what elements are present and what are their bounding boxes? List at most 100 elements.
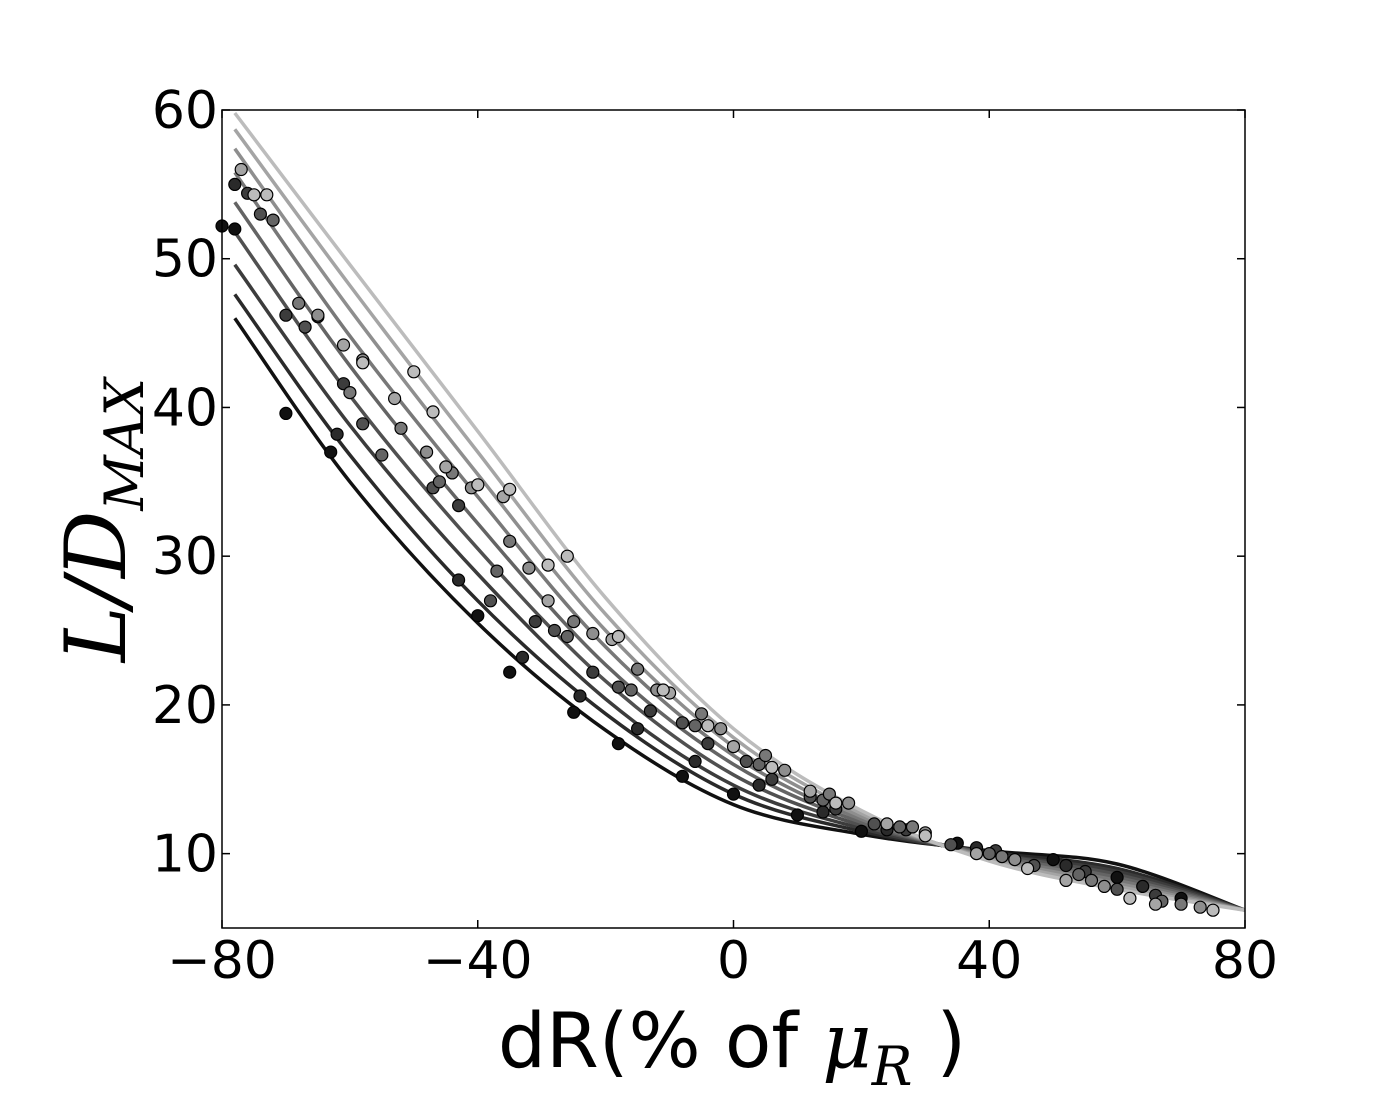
x-axis-label: dR(% of μR ) [498, 996, 966, 1098]
data-point [503, 482, 517, 496]
data-point [266, 213, 280, 227]
data-point [726, 739, 741, 754]
data-point [356, 356, 370, 370]
data-point [624, 683, 638, 697]
data-point [765, 772, 779, 786]
y-tick-label: 30 [152, 527, 218, 587]
y-tick-label: 50 [152, 230, 218, 290]
data-point [918, 829, 932, 843]
data-point [905, 820, 920, 834]
data-point [439, 460, 453, 474]
data-point [324, 445, 338, 459]
data-point [1110, 870, 1124, 885]
data-point [1097, 879, 1111, 894]
data-point [630, 662, 645, 676]
data-point [1174, 897, 1188, 911]
data-point [567, 705, 581, 719]
y-tick-label: 40 [152, 378, 218, 438]
data-point [822, 787, 837, 801]
x-tick-label: −80 [167, 931, 277, 991]
x-tick-label: 80 [1212, 931, 1278, 991]
data-point [234, 162, 248, 177]
x-tick-label: 0 [717, 931, 750, 991]
data-point [893, 820, 907, 834]
data-point [688, 754, 702, 769]
data-point [803, 784, 817, 798]
data-point [541, 558, 555, 572]
data-point [528, 614, 542, 629]
data-point [1136, 879, 1150, 894]
data-point [426, 405, 440, 419]
data-point [1072, 867, 1086, 882]
data-point [452, 573, 466, 587]
data-point [969, 846, 984, 861]
data-point [515, 650, 530, 664]
data-point [279, 406, 293, 420]
x-tick-label: −40 [423, 931, 533, 991]
data-point [330, 427, 344, 441]
data-point [228, 177, 242, 191]
data-point [675, 769, 690, 783]
data-point [298, 320, 312, 334]
data-point [1059, 858, 1073, 873]
data-point [816, 805, 830, 819]
data-point [656, 683, 670, 697]
data-point [752, 778, 766, 792]
data-point [765, 760, 779, 775]
y-tick-label: 60 [152, 81, 218, 141]
data-point [394, 421, 408, 435]
data-point [630, 722, 645, 736]
data-point [1123, 891, 1137, 905]
data-point [701, 736, 715, 751]
data-point [279, 308, 293, 322]
data-point [739, 754, 753, 769]
data-point [1084, 873, 1099, 888]
data-point [611, 629, 626, 644]
data-point [311, 308, 325, 322]
data-point [432, 475, 446, 489]
data-point [560, 549, 574, 563]
data-point [407, 365, 421, 379]
data-point [1008, 852, 1022, 867]
data-point [841, 796, 856, 810]
data-point [573, 689, 587, 703]
data-point [1148, 897, 1163, 911]
data-point [522, 561, 536, 575]
data-point [1020, 861, 1035, 876]
data-point [829, 796, 843, 810]
data-point [375, 448, 389, 462]
data-point [854, 824, 869, 838]
data-point [260, 188, 274, 202]
data-point [1046, 852, 1060, 867]
data-point [675, 716, 690, 730]
data-points [215, 162, 1220, 917]
data-point [503, 534, 517, 548]
data-point [611, 680, 626, 694]
y-axis-label: L/DMAX [47, 375, 156, 664]
axis-ticks: −80 −40 0 40 80 10 20 30 40 50 60 [152, 81, 1278, 991]
data-point [471, 478, 485, 492]
data-point [253, 207, 267, 221]
data-point [547, 623, 562, 638]
x-tick-label: 40 [956, 931, 1022, 991]
data-point [247, 188, 261, 202]
data-point [388, 391, 402, 406]
data-point [483, 594, 498, 608]
data-point [1193, 900, 1207, 914]
data-point [420, 445, 434, 459]
data-point [694, 707, 709, 721]
data-point [944, 838, 958, 852]
data-point [490, 564, 504, 578]
data-point [758, 748, 773, 763]
data-point [228, 222, 242, 236]
y-tick-label: 20 [152, 676, 218, 736]
data-point [292, 296, 306, 310]
data-point [560, 629, 574, 644]
data-point [778, 763, 792, 777]
data-point [867, 817, 881, 831]
y-tick-label: 10 [152, 825, 218, 885]
data-point [714, 722, 728, 736]
data-point [471, 609, 485, 623]
